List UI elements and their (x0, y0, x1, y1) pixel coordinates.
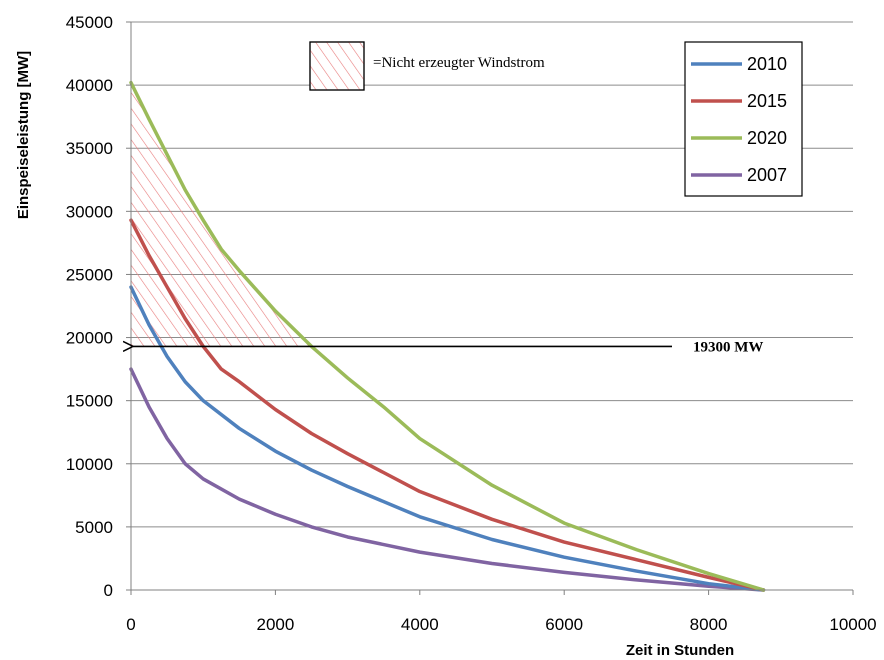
threshold-label: 19300 MW (693, 339, 763, 355)
x-tick-label-0: 0 (126, 615, 135, 634)
y-tick-label-30000: 30000 (66, 202, 113, 221)
y-tick-label-20000: 20000 (66, 329, 113, 348)
y-axis-title: Einspeiseleistung [MW] (15, 51, 32, 219)
y-tick-label-45000: 45000 (66, 13, 113, 32)
legend-label-2020: 2020 (747, 128, 787, 148)
y-tick-label-35000: 35000 (66, 139, 113, 158)
legend: 2010 2015 2020 2007 (684, 41, 803, 197)
x-tick-label-8000: 8000 (690, 615, 728, 634)
x-tick-label-4000: 4000 (401, 615, 439, 634)
legend-label-2007: 2007 (747, 165, 787, 185)
y-tick-label-40000: 40000 (66, 76, 113, 95)
series-line-2015 (129, 218, 766, 592)
legend-box (684, 41, 803, 197)
y-tick-label-25000: 25000 (66, 265, 113, 284)
y-tick-label-0: 0 (104, 581, 113, 600)
legend-label-2010: 2010 (747, 54, 787, 74)
series-line-2010 (129, 285, 766, 592)
x-tick-label-2000: 2000 (256, 615, 294, 634)
x-tick-label-10000: 10000 (829, 615, 876, 634)
hatched-area (131, 82, 312, 347)
y-tick-label-5000: 5000 (75, 518, 113, 537)
annotations: 19300 MW =Nicht erzeugter Windstrom (133, 41, 763, 355)
hatch-legend-swatch (309, 41, 365, 91)
unused-wind-area (131, 82, 312, 347)
axes: 0500010000150002000025000300003500040000… (15, 13, 877, 659)
legend-label-2015: 2015 (747, 91, 787, 111)
y-tick-label-15000: 15000 (66, 392, 113, 411)
series-line-2007 (129, 367, 766, 592)
x-axis-title: Zeit in Stunden (626, 642, 734, 659)
x-tick-label-6000: 6000 (545, 615, 583, 634)
y-tick-label-10000: 10000 (66, 455, 113, 474)
hatch-legend-label: =Nicht erzeugter Windstrom (373, 55, 545, 71)
